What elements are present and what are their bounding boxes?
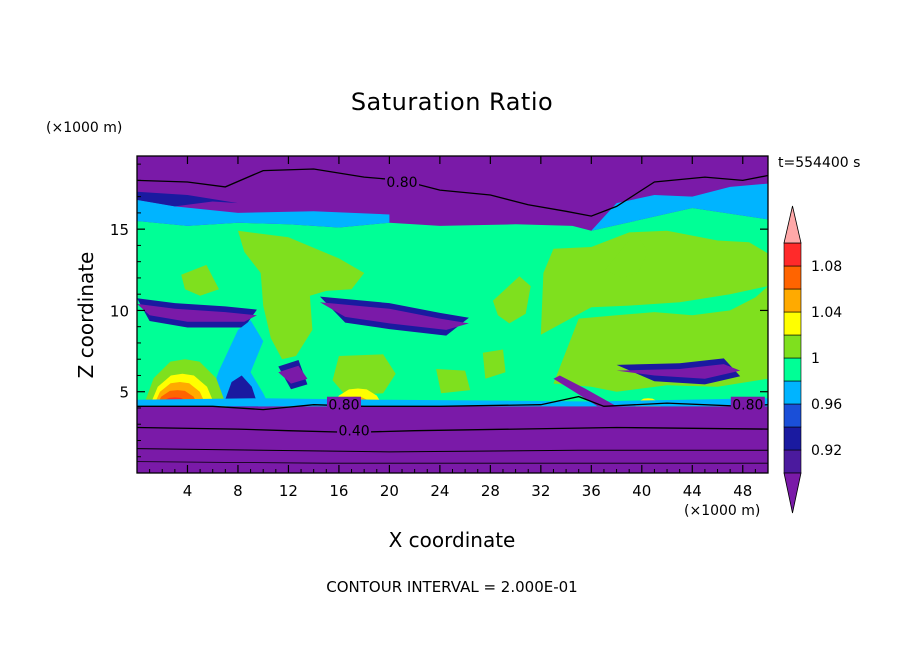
contour-label-bg — [730, 396, 765, 412]
x-tick-label: 48 — [733, 482, 752, 500]
contour-line-lower-0.80 — [137, 395, 768, 411]
colorbar-label: 1.08 — [811, 259, 842, 275]
colorbar-box — [783, 403, 802, 428]
dry-streak — [320, 302, 469, 330]
dry-wedge — [553, 375, 617, 407]
upper-blue-band — [137, 191, 238, 207]
y-tick-label: 15 — [110, 221, 129, 239]
x-tick-label: 8 — [233, 482, 243, 500]
contour-label: 0.40 — [338, 424, 369, 440]
colorbar-over-arrow — [783, 205, 802, 244]
x-axis-unit-label: (×1000 m) — [684, 503, 761, 519]
contour-label: 0.80 — [328, 398, 359, 414]
colorbar-box — [783, 380, 802, 405]
colorbar-label: 1 — [811, 351, 820, 367]
x-tick-label: 28 — [481, 482, 500, 500]
colorbar-under-arrow — [783, 472, 802, 514]
x-tick-label: 36 — [582, 482, 601, 500]
contour-label-bg — [326, 396, 361, 412]
upper-cyan-band — [137, 199, 390, 228]
colorbar-box — [783, 311, 802, 336]
green-patch — [492, 276, 531, 324]
x-tick-label: 32 — [531, 482, 550, 500]
contour-label-bg — [337, 422, 372, 438]
time-label: t=554400 s — [778, 155, 861, 171]
green-patch — [181, 264, 219, 296]
colorbar-box — [783, 357, 802, 382]
x-axis-label: X coordinate — [388, 528, 516, 552]
colorbar-label: 1.04 — [811, 305, 842, 321]
dry-streak — [616, 364, 741, 379]
colorbar-box — [783, 334, 802, 359]
contour-label-bg — [385, 174, 420, 190]
green-patch — [238, 230, 365, 360]
colorbar-box — [783, 449, 802, 474]
colorbar-box — [783, 288, 802, 313]
green-patch — [540, 230, 768, 335]
colorbar-box — [783, 265, 802, 290]
x-tick-label: 44 — [683, 482, 702, 500]
dry-streak — [137, 303, 257, 322]
colorbar-box — [783, 426, 802, 451]
green-patch — [605, 232, 649, 278]
upper-cyan-band-east — [591, 183, 768, 231]
x-tick-label: 24 — [430, 482, 449, 500]
x-tick-label: 12 — [279, 482, 298, 500]
x-tick-label: 40 — [632, 482, 651, 500]
colorbar-box — [783, 242, 802, 267]
y-tick-label: 5 — [119, 384, 129, 402]
contour-line-0.40 — [137, 426, 768, 434]
y-axis-unit-label: (×1000 m) — [46, 120, 123, 136]
contour-line-upper-0.80 — [137, 168, 768, 217]
cyan-plume — [206, 320, 270, 407]
chart-title: Saturation Ratio — [350, 88, 554, 116]
green-patch — [332, 354, 396, 395]
y-tick-label: 10 — [110, 302, 129, 320]
colorbar-label: 0.92 — [811, 443, 842, 459]
green-patch — [436, 369, 471, 394]
x-tick-label: 4 — [183, 482, 193, 500]
contour-interval-label: CONTOUR INTERVAL = 2.000E-01 — [326, 578, 578, 596]
contour-label: 0.80 — [386, 175, 417, 191]
green-patch — [482, 349, 506, 379]
dry-streak — [278, 365, 308, 384]
contour-label: 0.80 — [732, 398, 763, 414]
x-tick-label: 20 — [380, 482, 399, 500]
x-tick-label: 16 — [329, 482, 348, 500]
colorbar-label: 0.96 — [811, 397, 842, 413]
contour-line-lowest — [137, 461, 768, 464]
contour-line-low — [137, 448, 768, 453]
